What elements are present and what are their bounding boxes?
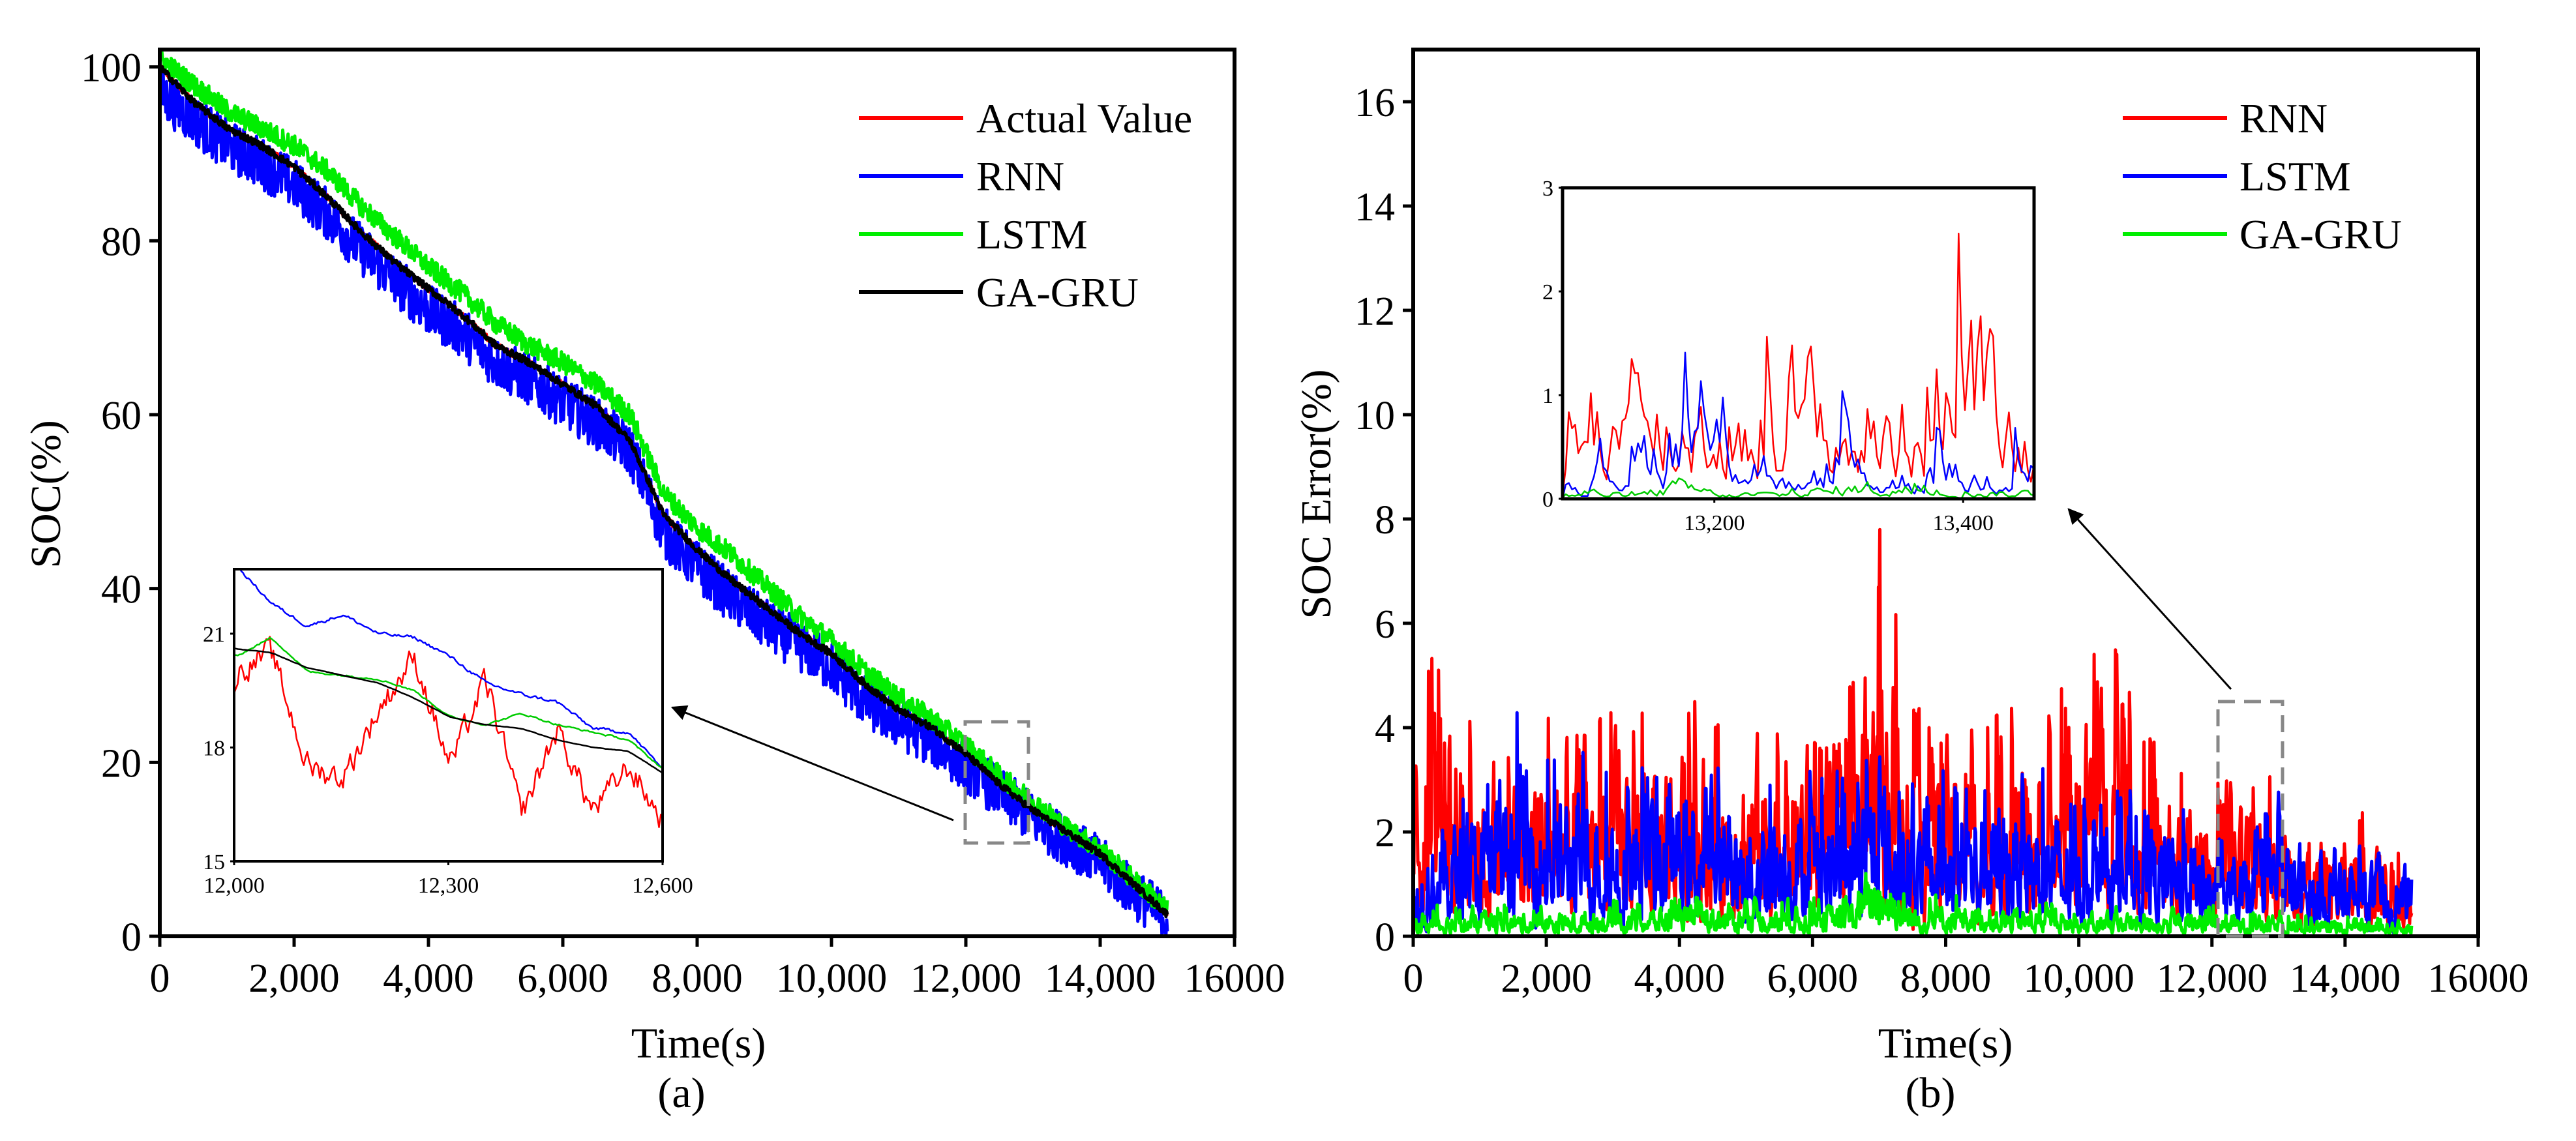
inset-b-series — [1563, 232, 2034, 499]
series-line-lstm — [1563, 351, 2034, 499]
panel-b-axes: 0 2,000 4,000 6,000 8,000 10,000 12,000 14,000 1… — [1355, 81, 2529, 1001]
panel-a-x-tick-label: 12,000 — [910, 956, 1022, 1001]
panel-a-x-tick-label: 8,000 — [651, 956, 743, 1001]
inset-b-x-tick-label: 13,200 — [1684, 511, 1745, 535]
series-line-ga-gru — [234, 647, 663, 774]
panel-a-axes: 0 2,000 4,000 6,000 8,000 10,000 12,000 14,000 1… — [81, 46, 1285, 1001]
inset-a-y-tick-label: 18 — [203, 736, 225, 760]
series-line-rnn — [239, 569, 663, 769]
series-line-lstm — [1413, 711, 2414, 936]
panel-b-y-tick-label: 8 — [1375, 498, 1395, 542]
panel-b-x-tick-label: 0 — [1403, 956, 1424, 1001]
series-line-ga-gru — [160, 65, 1169, 919]
panel-b-y-tick-label: 10 — [1355, 394, 1395, 438]
series-line-lstm — [160, 50, 1169, 915]
inset-b-y-tick-label: 3 — [1542, 177, 1553, 201]
panel-a-x-tick-label: 6,000 — [517, 956, 608, 1001]
panel-a-y-tick-label: 80 — [101, 220, 142, 264]
panel-a-x-tick-label: 16000 — [1184, 956, 1285, 1001]
panel-b-y-tick-label: 4 — [1375, 707, 1395, 751]
panel-a-x-tick-label: 10,000 — [776, 956, 888, 1001]
series-line-lstm — [234, 636, 663, 770]
panel-b-y-tick-label: 6 — [1375, 602, 1395, 647]
inset-a-x-tick-label: 12,000 — [203, 874, 265, 898]
panel-b-y-tick-label: 12 — [1355, 289, 1395, 334]
zoom-region-box — [963, 720, 1030, 845]
inset-a-series — [234, 569, 663, 829]
panel-a-x-tick-label: 14,000 — [1045, 956, 1156, 1001]
legend-label: LSTM — [976, 211, 1088, 258]
panel-b-xlabel: Time(s) — [1878, 1020, 2013, 1067]
zoom-region-box — [2216, 700, 2284, 938]
series-line-actual-value — [234, 636, 663, 829]
inset-b-y-tick-label: 1 — [1542, 384, 1553, 408]
legend-label: RNN — [2239, 95, 2328, 141]
legend-label: Actual Value — [976, 95, 1192, 141]
inset-a-y-tick-label: 15 — [203, 850, 225, 874]
inset-b-y-tick-label: 0 — [1542, 488, 1553, 512]
legend-label: LSTM — [2239, 153, 2351, 200]
zoom-arrow — [2067, 508, 2232, 690]
panel-a-series — [160, 50, 1169, 936]
panel-a-y-tick-label: 40 — [101, 568, 142, 612]
panel-b-x-tick-label: 10,000 — [2023, 956, 2134, 1001]
series-line-rnn — [1563, 232, 2034, 494]
panel-b-x-tick-label: 4,000 — [1634, 956, 1726, 1001]
series-line-ga-gru — [1563, 477, 2034, 499]
panel-a-legend: Actual Value RNN LSTM GA-GRU — [859, 95, 1192, 316]
legend-label: RNN — [976, 153, 1064, 200]
panel-b-y-tick-label: 2 — [1375, 811, 1395, 855]
panel-a-y-tick-label: 20 — [101, 741, 142, 786]
panel-b-series — [1413, 527, 2414, 936]
series-line-ga-gru — [1413, 872, 2414, 936]
panel-b-x-tick-label: 16000 — [2428, 956, 2529, 1001]
panel-b-label: (b) — [1906, 1069, 1956, 1117]
panel-b-ylabel: SOC Error(%) — [1293, 369, 1340, 619]
panel-a-x-tick-label: 2,000 — [248, 956, 340, 1001]
panel-b-x-tick-label: 12,000 — [2157, 956, 2268, 1001]
panel-b-y-tick-label: 0 — [1375, 915, 1395, 960]
inset-a-axes: 12,000 12,300 12,600 15 18 21 — [203, 623, 693, 898]
legend-label: GA-GRU — [2239, 211, 2402, 258]
panel-b-x-tick-label: 14,000 — [2290, 956, 2401, 1001]
legend-label: GA-GRU — [976, 269, 1139, 316]
panel-b-x-tick-label: 2,000 — [1501, 956, 1592, 1001]
inset-b-frame — [1561, 186, 2036, 501]
inset-a-x-tick-label: 12,300 — [418, 874, 479, 898]
inset-a-y-tick-label: 21 — [203, 623, 225, 647]
panel-a-y-tick-label: 60 — [101, 394, 142, 438]
panel-b-x-tick-label: 8,000 — [1900, 956, 1992, 1001]
panel-b: 0 2,000 4,000 6,000 8,000 10,000 12,000 14,000 1… — [1293, 48, 2529, 1117]
panel-a-x-tick-label: 0 — [150, 956, 170, 1001]
panel-a-y-tick-label: 100 — [81, 46, 142, 91]
inset-b-background — [1563, 188, 2034, 499]
panel-a-label: (a) — [657, 1069, 705, 1117]
inset-b-x-tick-label: 13,400 — [1933, 511, 1994, 535]
inset-b-y-tick-label: 2 — [1542, 280, 1553, 304]
panel-a-ylabel: SOC(%) — [22, 420, 70, 568]
zoom-arrow — [670, 705, 954, 822]
panel-b-y-tick-label: 14 — [1355, 185, 1395, 230]
panel-a-xlabel: Time(s) — [631, 1020, 766, 1067]
panel-b-y-tick-label: 16 — [1355, 81, 1395, 125]
panel-a-x-tick-label: 4,000 — [383, 956, 474, 1001]
panel-b-x-tick-label: 6,000 — [1767, 956, 1859, 1001]
inset-b-axes: 13,200 13,400 0 1 2 3 — [1542, 177, 1994, 535]
inset-a-x-tick-label: 12,600 — [632, 874, 693, 898]
panel-b-legend: RNN LSTM GA-GRU — [2123, 95, 2402, 258]
panel-a-y-tick-label: 0 — [121, 915, 142, 960]
panel-a: 0 2,000 4,000 6,000 8,000 10,000 12,000 14,000 1… — [22, 46, 1285, 1117]
